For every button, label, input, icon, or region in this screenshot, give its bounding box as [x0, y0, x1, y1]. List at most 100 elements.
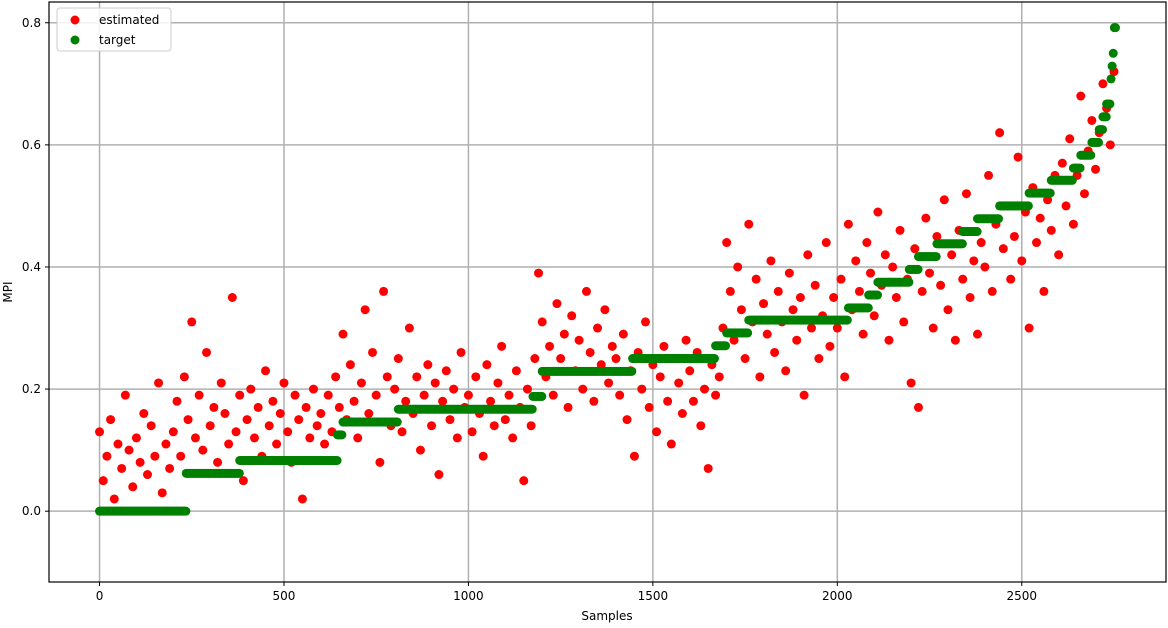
estimated-point	[190, 433, 200, 443]
data-points	[95, 23, 1120, 516]
estimated-point	[567, 311, 577, 321]
estimated-point	[995, 128, 1005, 138]
estimated-point	[1024, 323, 1034, 333]
estimated-point	[489, 421, 499, 431]
estimated-point	[655, 372, 665, 382]
y-tick-label: 0.2	[22, 382, 41, 396]
target-point	[1045, 188, 1055, 198]
estimated-point	[585, 347, 595, 357]
estimated-point	[504, 390, 514, 400]
estimated-point	[891, 292, 901, 302]
estimated-point	[629, 451, 639, 461]
estimated-point	[379, 286, 389, 296]
estimated-point	[980, 262, 990, 272]
estimated-point	[958, 274, 968, 284]
estimated-point	[1065, 134, 1075, 144]
estimated-point	[508, 433, 518, 443]
estimated-point	[471, 372, 481, 382]
target-point	[721, 341, 731, 351]
estimated-point	[906, 378, 916, 388]
estimated-point	[910, 244, 920, 254]
target-point	[709, 354, 719, 364]
estimated-point	[703, 463, 713, 473]
estimated-point	[1009, 231, 1019, 241]
estimated-point	[1098, 79, 1108, 89]
estimated-point	[106, 415, 116, 425]
estimated-point	[851, 256, 861, 266]
estimated-point	[209, 402, 219, 412]
estimated-point	[131, 433, 141, 443]
estimated-point	[338, 329, 348, 339]
estimated-point	[913, 402, 923, 412]
legend-label-estimated: estimated	[99, 13, 159, 27]
estimated-point	[600, 305, 610, 315]
y-tick-label: 0.6	[22, 138, 41, 152]
estimated-point	[297, 494, 307, 504]
estimated-point	[854, 286, 864, 296]
estimated-point	[858, 329, 868, 339]
estimated-point	[120, 390, 130, 400]
estimated-point	[139, 408, 149, 418]
estimated-point	[249, 433, 259, 443]
estimated-point	[154, 378, 164, 388]
estimated-point	[368, 347, 378, 357]
estimated-point	[467, 427, 477, 437]
legend: estimated target	[56, 7, 172, 52]
estimated-point	[770, 347, 780, 357]
estimated-point	[928, 323, 938, 333]
target-point	[1105, 99, 1115, 109]
estimated-point	[157, 488, 167, 498]
estimated-point	[548, 390, 558, 400]
estimated-point	[150, 451, 160, 461]
estimated-point	[534, 268, 544, 278]
estimated-point	[283, 427, 293, 437]
estimated-point	[371, 390, 381, 400]
x-tick-label: 2000	[822, 589, 853, 603]
estimated-point	[644, 402, 654, 412]
estimated-point	[795, 292, 805, 302]
estimated-point	[522, 384, 532, 394]
estimated-point	[176, 451, 186, 461]
estimated-point	[788, 305, 798, 315]
estimated-point	[135, 457, 145, 467]
target-point	[1108, 48, 1118, 58]
estimated-point	[323, 390, 333, 400]
estimated-point	[829, 292, 839, 302]
estimated-point	[622, 415, 632, 425]
estimated-point	[755, 372, 765, 382]
estimated-point	[725, 286, 735, 296]
estimated-point	[1057, 158, 1067, 168]
estimated-point	[220, 408, 230, 418]
estimated-point	[943, 305, 953, 315]
estimated-point	[792, 335, 802, 345]
estimated-point	[497, 341, 507, 351]
estimated-point	[965, 292, 975, 302]
estimated-point	[168, 427, 178, 437]
estimated-point	[246, 384, 256, 394]
x-tick-label: 1000	[453, 589, 484, 603]
target-point	[1075, 163, 1085, 173]
estimated-point	[434, 470, 444, 480]
estimated-point	[482, 360, 492, 370]
target-point	[913, 264, 923, 274]
estimated-point	[593, 323, 603, 333]
target-point	[1067, 175, 1077, 185]
estimated-point	[526, 421, 536, 431]
estimated-point	[301, 402, 311, 412]
estimated-point	[556, 354, 566, 364]
estimated-point	[238, 476, 248, 486]
estimated-point	[320, 439, 330, 449]
estimated-point	[279, 378, 289, 388]
estimated-point	[1068, 219, 1078, 229]
target-point	[392, 417, 402, 427]
estimated-point	[762, 329, 772, 339]
estimated-point	[803, 250, 813, 260]
estimated-point	[736, 305, 746, 315]
x-tick-label: 1500	[638, 589, 669, 603]
estimated-point	[179, 372, 189, 382]
estimated-point	[95, 427, 105, 437]
legend-marker-target	[70, 35, 80, 45]
estimated-point	[652, 427, 662, 437]
target-point	[873, 290, 883, 300]
estimated-point	[360, 305, 370, 315]
